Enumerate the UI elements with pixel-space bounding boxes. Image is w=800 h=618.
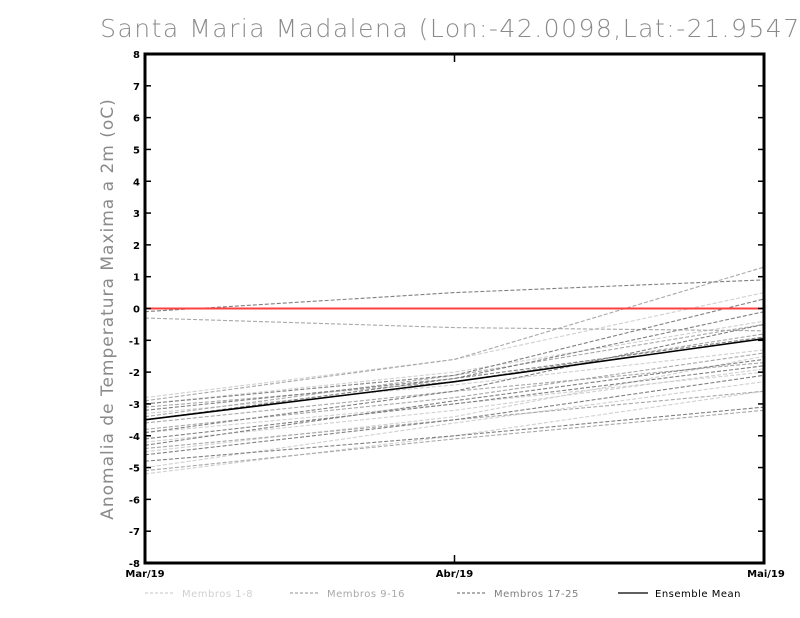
y-tick-label: -3 bbox=[129, 400, 140, 411]
series-line-8 bbox=[144, 371, 765, 434]
series-line-10 bbox=[144, 333, 765, 408]
legend: Membros 1-8 Membros 9-16 Membros 17-25 Ense… bbox=[145, 589, 741, 600]
series-line-19 bbox=[144, 311, 765, 411]
x-axis-ticks: Mar/19 Abr/19 Mai/19 bbox=[125, 54, 785, 580]
y-tick-label: -5 bbox=[129, 464, 140, 475]
y-tick-label: 4 bbox=[133, 177, 140, 188]
y-tick-label: 8 bbox=[133, 50, 140, 61]
legend-label: Ensemble Mean bbox=[655, 589, 741, 600]
series-line-1 bbox=[144, 292, 765, 399]
y-tick-label: -7 bbox=[129, 527, 140, 538]
y-tick-label: 6 bbox=[133, 114, 140, 125]
series-line-18 bbox=[144, 298, 765, 405]
x-tick-label: Mar/19 bbox=[125, 569, 164, 580]
series-line-7 bbox=[144, 368, 765, 443]
series-line-12 bbox=[144, 390, 765, 450]
legend-label: Membros 17-25 bbox=[494, 589, 579, 600]
chart-title: Santa Maria Madalena (Lon:-42.0098,Lat:-… bbox=[100, 14, 800, 43]
series-line-17 bbox=[144, 279, 765, 313]
y-tick-label: 0 bbox=[133, 305, 140, 316]
series-line-20 bbox=[144, 323, 765, 434]
series-line-24 bbox=[144, 336, 765, 421]
y-tick-label: -2 bbox=[129, 368, 140, 379]
y-tick-label: 2 bbox=[133, 241, 140, 252]
series-line-25 bbox=[144, 358, 765, 446]
x-tick-label: Abr/19 bbox=[436, 569, 473, 580]
y-tick-label: -1 bbox=[129, 336, 140, 347]
series-line-16 bbox=[144, 317, 765, 332]
series-layer bbox=[144, 266, 765, 475]
legend-label: Membros 9-16 bbox=[327, 589, 405, 600]
y-tick-label: -8 bbox=[129, 559, 140, 570]
y-tick-label: 3 bbox=[133, 209, 140, 220]
series-line-2 bbox=[144, 320, 765, 405]
series-line-13 bbox=[144, 409, 765, 472]
y-tick-label: -4 bbox=[129, 432, 140, 443]
legend-label: Membros 1-8 bbox=[182, 589, 253, 600]
series-line-11 bbox=[144, 362, 765, 424]
y-axis-ticks: 8 7 6 5 4 3 2 1 0 -1 -2 -3 -4 -5 -6 -7 -8 bbox=[129, 50, 764, 570]
series-line-22 bbox=[144, 374, 765, 456]
series-line-14 bbox=[144, 323, 765, 418]
series-line-4 bbox=[144, 355, 765, 453]
series-line-3 bbox=[144, 349, 765, 415]
y-tick-label: -6 bbox=[129, 495, 140, 506]
series-line-21 bbox=[144, 365, 765, 440]
y-tick-label: 7 bbox=[133, 82, 140, 93]
series-ensemble-mean bbox=[144, 337, 765, 421]
series-line-23 bbox=[144, 406, 765, 462]
x-tick-label: Mai/19 bbox=[747, 569, 785, 580]
series-line-9 bbox=[144, 266, 765, 402]
series-line-5 bbox=[144, 390, 765, 475]
y-tick-label: 1 bbox=[133, 273, 140, 284]
y-tick-label: 5 bbox=[133, 145, 140, 156]
